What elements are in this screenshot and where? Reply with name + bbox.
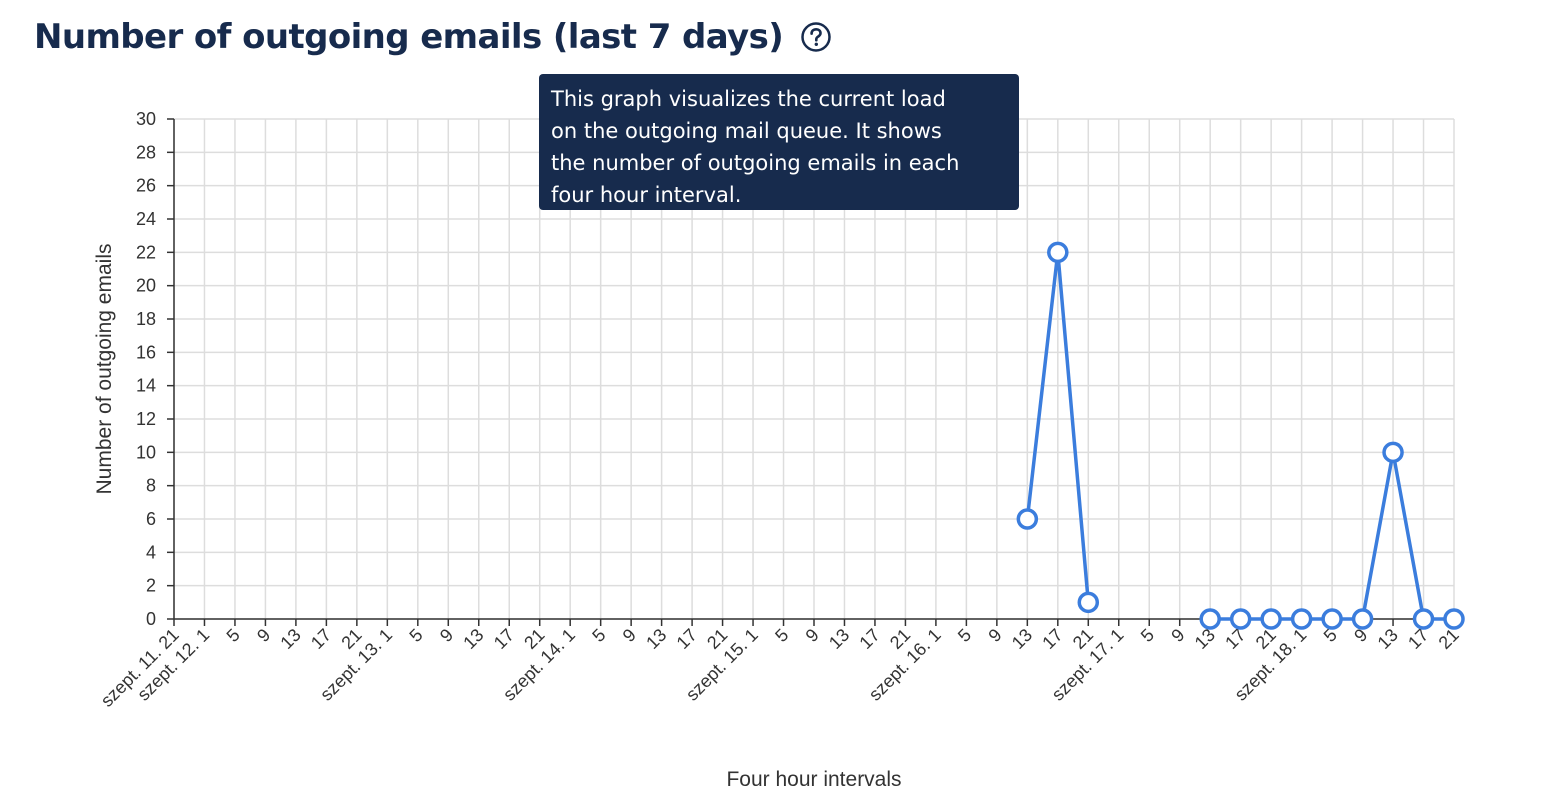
- x-tick-label: 17: [855, 625, 883, 653]
- x-tick-label: 9: [984, 625, 1005, 646]
- page-title: Number of outgoing emails (last 7 days): [34, 17, 784, 57]
- y-tick-label: 12: [136, 409, 156, 429]
- x-tick-label: 13: [825, 625, 853, 653]
- tooltip-line: four hour interval.: [551, 183, 742, 207]
- x-tick-label: 17: [673, 625, 701, 653]
- data-point: [1260, 608, 1282, 630]
- y-tick-label: 26: [136, 176, 156, 196]
- y-axis-title: Number of outgoing emails: [93, 244, 116, 495]
- y-tick-label: 2: [146, 576, 156, 596]
- data-point: [1443, 608, 1465, 630]
- data-point: [1229, 608, 1252, 630]
- x-tick-label: 17: [1038, 625, 1066, 653]
- y-tick-label: 22: [136, 242, 156, 262]
- x-axis-title: Four hour intervals: [726, 768, 901, 791]
- x-tick-label: 9: [1167, 625, 1188, 646]
- x-tick-label: 13: [1191, 625, 1219, 653]
- x-tick-label: 13: [1374, 625, 1402, 653]
- x-tick-label: 9: [436, 625, 457, 646]
- x-tick-label: 17: [1404, 625, 1432, 653]
- x-tick-label: 5: [223, 625, 244, 646]
- help-tooltip: This graph visualizes the current load o…: [539, 74, 1019, 210]
- tooltip-line: on the outgoing mail queue. It shows: [551, 119, 942, 143]
- x-tick-label: 5: [588, 625, 609, 646]
- data-point: [1351, 608, 1374, 630]
- y-tick-label: 6: [146, 509, 156, 529]
- x-tick-label: 5: [405, 625, 426, 646]
- tooltip-line: the number of outgoing emails in each: [551, 151, 960, 175]
- question-circle-icon: [801, 22, 831, 52]
- y-tick-label: 8: [146, 476, 156, 496]
- title-row: Number of outgoing emails (last 7 days): [34, 12, 833, 62]
- y-tick-label: 16: [136, 342, 156, 362]
- x-tick-label: 17: [307, 625, 335, 653]
- series-outgoing-emails: [1016, 241, 1465, 630]
- x-tick-label: 13: [276, 625, 304, 653]
- x-tick-label: 21: [1435, 625, 1463, 653]
- x-tick-label: 9: [253, 625, 274, 646]
- y-tick-label: 0: [146, 609, 156, 629]
- tooltip-line: This graph visualizes the current load: [551, 87, 946, 111]
- x-tick-label: 13: [642, 625, 670, 653]
- x-tick-label: 17: [490, 625, 518, 653]
- y-tick-label: 18: [136, 309, 156, 329]
- x-tick-label: 13: [459, 625, 487, 653]
- x-tick-label: 9: [802, 625, 823, 646]
- y-tick-label: 28: [136, 142, 156, 162]
- x-tick-label: 5: [1137, 625, 1158, 646]
- data-point: [1321, 608, 1343, 630]
- y-tick-label: 10: [136, 442, 156, 462]
- x-tick-label: 13: [1008, 625, 1036, 653]
- y-tick-label: 24: [136, 209, 156, 229]
- data-point: [1412, 608, 1435, 630]
- data-point: [1077, 591, 1100, 614]
- x-tick-label: 5: [771, 625, 792, 646]
- x-tick-label: 5: [954, 625, 975, 646]
- help-button[interactable]: [799, 20, 833, 54]
- y-tick-label: 14: [136, 376, 156, 396]
- data-point: [1199, 608, 1221, 630]
- y-tick-label: 4: [146, 542, 156, 562]
- x-tick-label: 17: [1221, 625, 1249, 653]
- x-tick-label: 9: [619, 625, 640, 646]
- y-tick-label: 30: [136, 109, 156, 129]
- y-tick-label: 20: [136, 276, 156, 296]
- data-point: [1290, 608, 1313, 630]
- data-point: [1382, 441, 1404, 464]
- data-point: [1016, 508, 1039, 530]
- data-point: [1047, 241, 1069, 264]
